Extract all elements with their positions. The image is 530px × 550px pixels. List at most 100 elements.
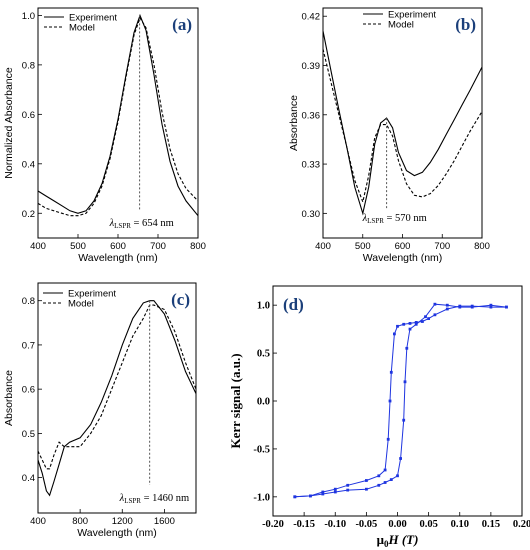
legend-label-experiment: Experiment — [69, 13, 117, 24]
y-tick-label: 0.30 — [302, 209, 321, 220]
series-line-experiment — [322, 30, 483, 216]
y-tick-label: -1.0 — [253, 492, 270, 503]
data-point — [445, 303, 449, 307]
data-point — [321, 490, 325, 494]
data-point — [433, 302, 437, 306]
data-point — [377, 474, 381, 478]
series-line-experiment — [37, 300, 197, 497]
x-tick-label: 700 — [434, 241, 450, 252]
data-point — [402, 418, 406, 422]
data-point — [399, 457, 402, 460]
y-tick-label: 0.42 — [302, 12, 321, 23]
y-axis-label: Normalized Absorbance — [3, 67, 15, 179]
legend-label-model: Model — [69, 23, 95, 34]
y-tick-label: 0.4 — [22, 473, 35, 484]
data-point — [405, 346, 409, 350]
series-line-model — [322, 48, 483, 204]
x-tick-label: 800 — [474, 241, 490, 252]
data-point — [365, 479, 368, 482]
x-tick-label: 800 — [72, 516, 88, 527]
y-axis-label: Kerr signal (a.u.) — [228, 353, 243, 448]
x-tick-label: 1600 — [154, 516, 175, 527]
y-tick-label: 0.5 — [22, 429, 35, 440]
data-point — [458, 305, 462, 309]
legend-label-model: Model — [68, 299, 94, 310]
legend-label-model: Model — [388, 20, 414, 31]
x-tick-label: 800 — [190, 241, 206, 252]
y-tick-label: 0.6 — [22, 385, 35, 396]
y-axis-label: Absorbance — [3, 370, 15, 426]
panel-label: (a) — [172, 15, 192, 34]
series-line-model — [37, 304, 197, 470]
data-point — [505, 305, 508, 309]
x-tick-label: 0.20 — [513, 519, 530, 530]
panel-label: (c) — [171, 290, 190, 309]
data-point — [346, 488, 350, 492]
x-tick-label: 400 — [30, 516, 46, 527]
plot-frame-3 — [272, 285, 523, 517]
data-point — [489, 303, 493, 307]
x-tick-label: 400 — [315, 241, 331, 252]
lspr-annotation: λLSPR = 654 nm — [109, 218, 174, 230]
x-axis-label: Wavelength (nm) — [78, 252, 158, 264]
x-tick-label: 500 — [70, 241, 86, 252]
data-point — [433, 313, 437, 317]
panel-c: 400 800 1200 1600 0.4 0.5 0.6 0.7 0.8 Wavelength … — [3, 282, 197, 539]
x-tick-label: -0.20 — [262, 519, 284, 530]
data-point — [321, 492, 325, 496]
hysteresis-branch-descending — [294, 305, 507, 498]
x-axis-label: Wavelength (nm) — [363, 252, 443, 264]
x-tick-label: 0.15 — [482, 519, 500, 530]
data-point — [402, 322, 406, 326]
y-tick-label: 0.4 — [22, 159, 35, 170]
y-tick-label: 1.0 — [22, 11, 35, 22]
plot-frame-1 — [322, 7, 483, 239]
x-tick-label: 1200 — [112, 516, 133, 527]
x-tick-label: 600 — [395, 241, 411, 252]
data-point — [383, 481, 387, 484]
lspr-annotation: λLSPR = 1460 nm — [119, 493, 190, 505]
data-point — [293, 495, 297, 499]
lspr-annotation: λLSPR = 570 nm — [362, 213, 427, 225]
x-tick-label: -0.15 — [293, 519, 315, 530]
x-tick-label: 400 — [30, 241, 46, 252]
data-point — [377, 483, 381, 487]
y-tick-label: 0.5 — [257, 349, 270, 360]
data-point — [408, 322, 412, 325]
panel-a: 400 500 600 700 800 0.2 0.4 0.6 0.8 1.0 Wavelength… — [3, 7, 206, 264]
data-point — [333, 487, 337, 491]
data-point — [445, 307, 449, 311]
panel-label: (d) — [283, 295, 304, 314]
x-tick-label: 0.10 — [451, 519, 469, 530]
data-point — [383, 468, 387, 472]
y-tick-label: 0.7 — [22, 340, 35, 351]
y-tick-label: 1.0 — [257, 301, 270, 312]
x-tick-label: 700 — [150, 241, 166, 252]
hysteresis-branch-ascending — [294, 303, 507, 498]
data-point — [403, 380, 407, 384]
series-line-model — [37, 16, 199, 217]
data-point — [424, 315, 427, 319]
x-tick-label: -0.05 — [355, 519, 377, 530]
data-point — [421, 320, 424, 323]
data-point — [470, 305, 474, 309]
data-point — [396, 324, 399, 328]
x-tick-label: 0.05 — [419, 519, 437, 530]
data-point — [414, 322, 418, 326]
data-point — [396, 474, 399, 478]
y-tick-label: -0.5 — [253, 444, 270, 455]
x-tick-label: -0.10 — [324, 519, 346, 530]
y-tick-label: 0.6 — [22, 110, 35, 121]
data-point — [414, 321, 418, 324]
x-tick-label: 600 — [110, 241, 126, 252]
y-tick-label: 0.0 — [257, 397, 270, 408]
x-tick-label: 500 — [355, 241, 371, 252]
y-tick-label: 0.8 — [22, 60, 35, 71]
data-point — [386, 437, 390, 441]
panel-label: (b) — [455, 15, 476, 34]
x-tick-label: 0.00 — [388, 519, 406, 530]
y-tick-label: 0.36 — [302, 110, 321, 121]
data-point — [309, 494, 312, 498]
panel-b: 400 500 600 700 800 0.30 0.33 0.36 0.39 0.42 Wavel… — [288, 7, 490, 264]
